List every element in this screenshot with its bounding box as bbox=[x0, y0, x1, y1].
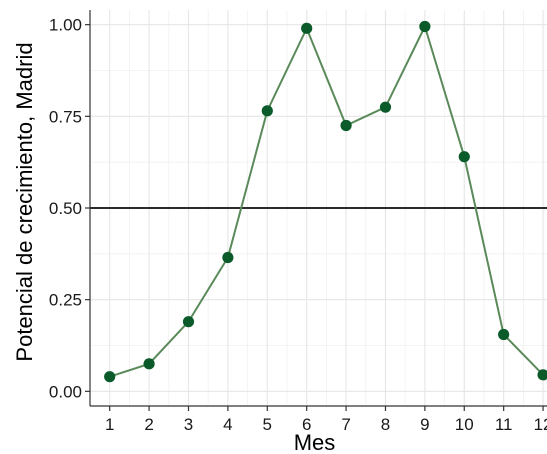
y-tick-label: 0.50 bbox=[49, 199, 82, 218]
series-group bbox=[104, 20, 547, 383]
series-line bbox=[109, 23, 544, 378]
data-point bbox=[301, 22, 313, 34]
data-point bbox=[222, 251, 234, 264]
x-axis-title: Mes bbox=[294, 430, 336, 454]
x-tick-label: 7 bbox=[341, 415, 350, 434]
data-point bbox=[143, 358, 155, 370]
x-tick-label: 12 bbox=[534, 415, 547, 434]
data-point bbox=[261, 105, 273, 117]
x-tick-label: 2 bbox=[144, 415, 153, 434]
data-point bbox=[340, 119, 352, 132]
data-point bbox=[537, 369, 547, 381]
data-point bbox=[458, 151, 470, 163]
y-tick-label: 0.00 bbox=[49, 382, 82, 401]
y-tick-label: 1.00 bbox=[49, 16, 82, 35]
x-tick-labels: 123456789101112 bbox=[105, 415, 547, 434]
x-tick-label: 9 bbox=[420, 415, 429, 434]
x-tick-label: 6 bbox=[302, 415, 311, 434]
data-point bbox=[182, 316, 195, 328]
y-tick-label: 0.25 bbox=[49, 291, 82, 310]
y-axis-title: Potencial de crecimiento, Madrid bbox=[12, 42, 37, 361]
x-tick-label: 11 bbox=[495, 415, 513, 434]
x-tick-label: 8 bbox=[381, 415, 390, 434]
x-tick-label: 3 bbox=[184, 415, 193, 434]
y-tick-label: 0.75 bbox=[49, 107, 82, 126]
x-tick-label: 4 bbox=[223, 415, 232, 434]
data-point bbox=[379, 101, 392, 113]
data-point bbox=[498, 328, 510, 341]
data-point bbox=[419, 20, 431, 33]
x-tick-label: 10 bbox=[455, 415, 474, 434]
data-point bbox=[104, 371, 116, 383]
x-tick-label: 1 bbox=[105, 415, 114, 434]
axes-group bbox=[85, 10, 547, 411]
x-tick-label: 5 bbox=[263, 415, 272, 434]
y-tick-labels: 0.00 0.25 0.50 0.75 1.00 bbox=[49, 16, 82, 402]
